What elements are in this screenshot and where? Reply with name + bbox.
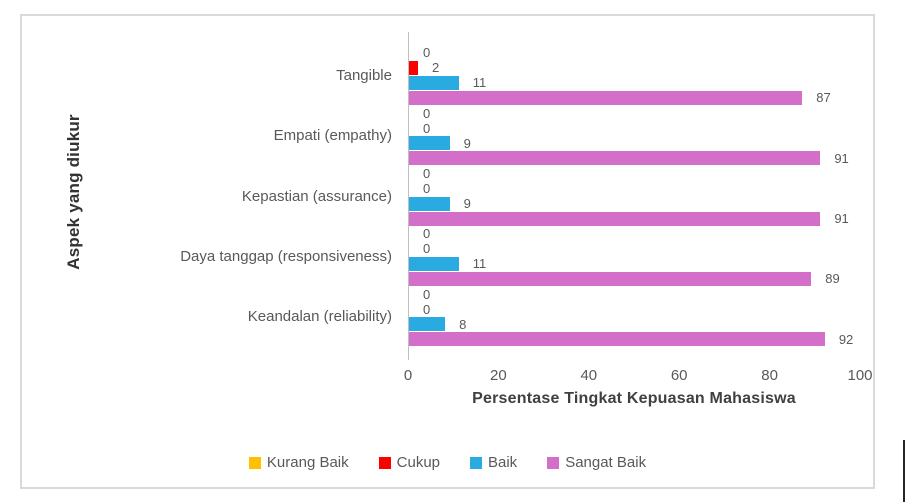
bar-row-kurang-baik: 0 xyxy=(409,166,861,181)
bar-row-baik: 9 xyxy=(409,196,861,211)
x-tick-label: 60 xyxy=(670,367,688,384)
bar-row-sangat-baik: 87 xyxy=(409,90,861,105)
bar-row-baik: 11 xyxy=(409,256,861,271)
category-label-kepastian-assurance-: Kepastian (assurance) xyxy=(241,187,392,205)
legend-item-cukup: Cukup xyxy=(378,454,440,471)
bar-group-tangible: 0 2 11 87 xyxy=(409,45,861,105)
page-edge-line xyxy=(903,440,905,502)
bar-row-kurang-baik: 0 xyxy=(409,45,861,60)
data-label: 91 xyxy=(834,150,849,166)
data-label: 11 xyxy=(472,256,487,272)
category-labels: Tangible Empati (empathy) Kepastian (assur… xyxy=(22,45,392,347)
x-tick-label: 20 xyxy=(490,367,507,384)
legend-label: Cukup xyxy=(396,454,440,471)
bar-baik xyxy=(409,317,446,332)
legend: Kurang Baik Cukup Baik Sangat Baik xyxy=(22,454,873,471)
data-label: 0 xyxy=(423,166,431,182)
x-tick-label: 80 xyxy=(761,367,778,384)
x-axis-ticks: 0 20 40 60 80 100 xyxy=(404,367,873,385)
x-axis-title: Persentase Tingkat Kepuasan Mahasiswa xyxy=(472,390,796,407)
bar-row-kurang-baik: 0 xyxy=(409,106,861,121)
legend-label: Sangat Baik xyxy=(565,454,647,471)
x-tick-label: 100 xyxy=(847,367,873,384)
data-label: 87 xyxy=(816,90,831,106)
bar-row-cukup: 2 xyxy=(409,60,861,75)
category-label-tangible: Tangible xyxy=(336,66,392,84)
bar-row-kurang-baik: 0 xyxy=(409,287,861,302)
data-label: 2 xyxy=(432,60,440,76)
data-label: 9 xyxy=(463,196,471,212)
data-label: 0 xyxy=(423,45,431,61)
bar-cukup xyxy=(409,60,419,75)
data-label: 0 xyxy=(423,301,431,317)
bar-row-cukup: 0 xyxy=(409,121,861,136)
data-label: 92 xyxy=(838,331,854,347)
bar-sangat-baik xyxy=(409,151,821,166)
category-label-empati-empathy-: Empati (empathy) xyxy=(273,127,392,145)
bar-group-daya-tanggap-responsiveness-: 0 0 11 89 xyxy=(409,226,861,286)
bar-group-empati-empathy-: 0 0 9 91 xyxy=(409,105,861,166)
bar-row-cukup: 0 xyxy=(409,241,861,256)
data-label: 0 xyxy=(423,241,431,257)
bar-row-sangat-baik: 91 xyxy=(409,151,861,166)
legend-swatch-kurang-baik xyxy=(248,456,261,469)
data-label: 11 xyxy=(472,75,487,91)
data-label: 8 xyxy=(459,316,467,332)
legend-swatch-baik xyxy=(470,456,482,469)
bar-row-sangat-baik: 89 xyxy=(409,271,861,286)
legend-swatch-sangat-baik xyxy=(547,456,560,469)
data-label: 0 xyxy=(423,181,431,197)
legend-item-kurang-baik: Kurang Baik xyxy=(248,454,349,471)
x-tick-label: 0 xyxy=(403,367,413,384)
bar-row-baik: 9 xyxy=(409,136,861,151)
bar-sangat-baik xyxy=(409,90,803,105)
category-label-keandalan-reliability-: Keandalan (reliability) xyxy=(247,308,392,326)
bar-row-sangat-baik: 91 xyxy=(409,211,861,226)
data-label: 0 xyxy=(423,286,431,302)
bar-group-kepastian-assurance-: 0 0 9 91 xyxy=(409,166,861,226)
legend-item-baik: Baik xyxy=(470,454,517,471)
bar-baik xyxy=(409,75,459,90)
plot-area: 0 2 11 87 0 0 9 91 0 0 9 91 0 0 11 89 0 0 8 92 xyxy=(408,32,861,360)
bar-baik xyxy=(409,256,459,271)
legend-swatch-cukup xyxy=(378,456,391,469)
legend-label: Kurang Baik xyxy=(266,454,349,471)
plot-groups: 0 2 11 87 0 0 9 91 0 0 9 91 0 0 11 89 0 0 8 92 xyxy=(409,45,861,347)
bar-row-cukup: 0 xyxy=(409,302,861,317)
data-label: 0 xyxy=(423,226,431,242)
x-tick-label: 40 xyxy=(580,367,598,384)
bar-row-baik: 8 xyxy=(409,317,861,332)
data-label: 9 xyxy=(463,135,471,151)
data-label: 89 xyxy=(825,271,840,287)
bar-row-sangat-baik: 92 xyxy=(409,332,861,347)
bar-sangat-baik xyxy=(409,332,825,347)
bar-sangat-baik xyxy=(409,271,812,286)
chart-frame: Aspek yang diukur Tangible Empati (empath… xyxy=(20,14,875,489)
data-label: 91 xyxy=(834,211,849,227)
bar-group-keandalan-reliability-: 0 0 8 92 xyxy=(409,287,861,347)
bar-baik xyxy=(409,196,450,211)
legend-item-sangat-baik: Sangat Baik xyxy=(547,454,646,471)
category-label-daya-tanggap-responsiveness-: Daya tanggap (responsiveness) xyxy=(180,247,392,265)
bar-baik xyxy=(409,136,450,151)
bar-sangat-baik xyxy=(409,211,821,226)
data-label: 0 xyxy=(423,120,431,136)
bar-row-baik: 11 xyxy=(409,75,861,90)
bar-row-kurang-baik: 0 xyxy=(409,226,861,241)
legend-label: Baik xyxy=(488,454,518,471)
data-label: 0 xyxy=(423,105,431,121)
bar-row-cukup: 0 xyxy=(409,181,861,196)
